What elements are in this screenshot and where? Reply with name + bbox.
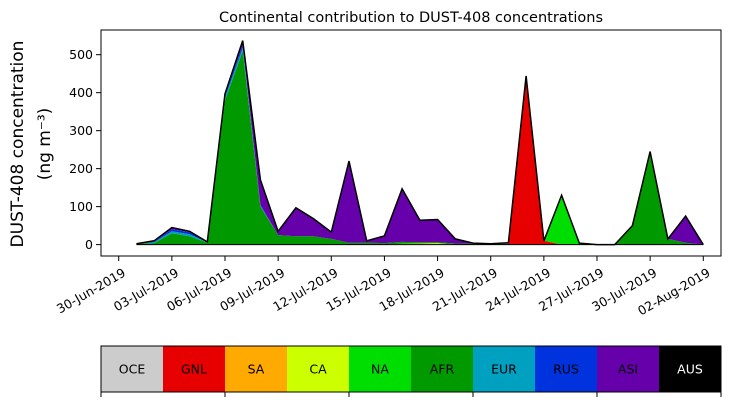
y-tick-label: 300 [69, 123, 93, 138]
legend-label-afr: AFR [430, 362, 455, 377]
plot-frame [100, 29, 722, 257]
stacked-area-layers [136, 40, 704, 245]
legend-swatch-rus [535, 346, 597, 392]
y-tick-label: 0 [85, 237, 93, 252]
region-legend-colorbar: OCE GNL SA CA NA AFR EUR RUS ASI AUS [100, 345, 722, 397]
legend-label-oce: OCE [119, 362, 146, 377]
legend-swatch-gnl [163, 346, 225, 392]
legend-swatch-aus [659, 346, 721, 392]
legend-label-asi: ASI [618, 362, 638, 377]
x-axis: 30-Jun-201903-Jul-201906-Jul-201909-Jul-… [54, 256, 713, 318]
legend-swatch-na [349, 346, 411, 392]
y-tick-label: 100 [69, 199, 93, 214]
legend-swatch-afr [411, 346, 473, 392]
y-axis-label-line1: DUST-408 concentration [8, 41, 28, 248]
legend-label-sa: SA [248, 362, 265, 377]
legend-swatch-eur [473, 346, 535, 392]
legend-swatch-oce [101, 346, 163, 392]
legend-label-ca: CA [309, 362, 327, 377]
total-outline [136, 40, 704, 246]
area-afr [136, 50, 704, 245]
y-tick-label: 500 [69, 47, 93, 62]
legend-swatch-sa [225, 346, 287, 392]
y-tick-label: 200 [69, 161, 93, 176]
chart-title: Continental contribution to DUST-408 con… [219, 10, 603, 26]
legend-swatch-asi [597, 346, 659, 392]
y-axis: 0 100 200 300 400 500 [69, 47, 101, 252]
legend-label-eur: EUR [491, 362, 517, 377]
y-tick-label: 400 [69, 85, 93, 100]
area-na [136, 77, 704, 245]
legend-label-na: NA [371, 362, 389, 377]
legend-label-rus: RUS [553, 362, 579, 377]
y-axis-label-line2: (ng m⁻³) [35, 108, 55, 181]
legend-label-gnl: GNL [181, 362, 207, 377]
legend-label-aus: AUS [677, 362, 703, 377]
legend-frame [100, 345, 722, 393]
legend-swatch-ca [287, 346, 349, 392]
